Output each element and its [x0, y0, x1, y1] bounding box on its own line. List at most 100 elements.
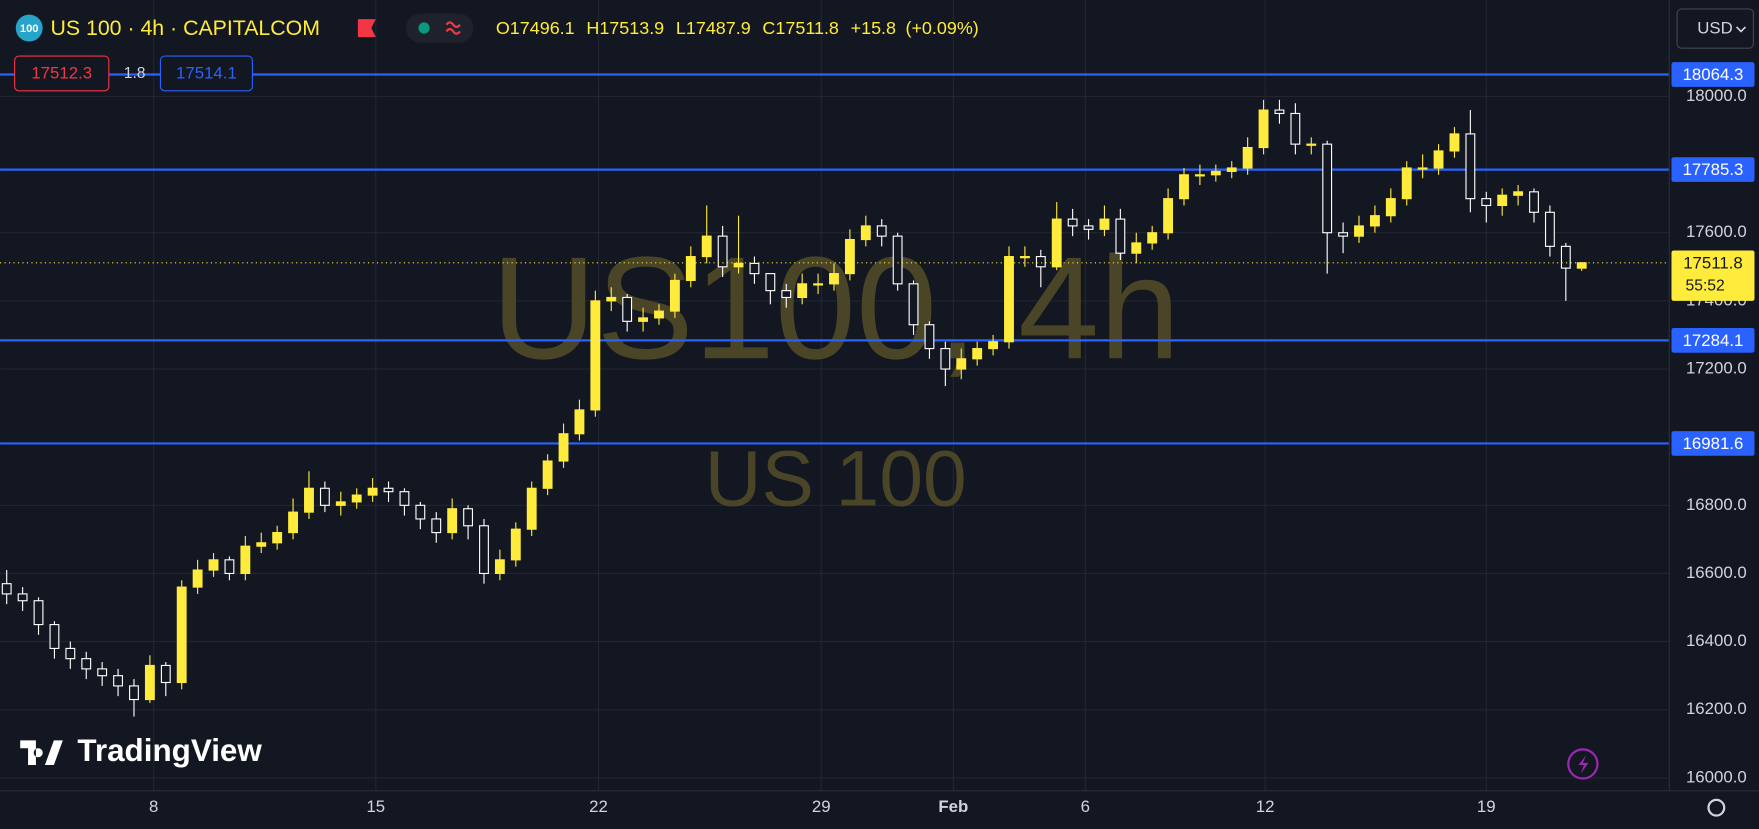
ohlc-change: +15.8: [851, 18, 896, 38]
candle-body: [606, 296, 617, 302]
watermark-sub: US 100: [705, 434, 967, 522]
candle-body: [415, 504, 426, 520]
candle-body: [1385, 198, 1396, 217]
symbol-badge-text: 100: [20, 23, 39, 35]
candle-body: [1354, 225, 1364, 237]
candle-body: [17, 593, 28, 602]
candle-body: [781, 290, 792, 299]
candle-body: [1035, 256, 1046, 268]
candle-body: [208, 559, 219, 571]
candle-body: [129, 685, 139, 701]
candle-body: [972, 348, 983, 360]
candle-body: [1306, 143, 1317, 146]
level-label-bg: [1671, 157, 1755, 182]
dropdown-arrow: [1735, 26, 1747, 33]
candle-body: [1163, 198, 1174, 234]
candle-body: [685, 256, 696, 281]
ohlc-value: 17487.9: [686, 18, 751, 38]
candle-body: [510, 528, 521, 561]
candle-body: [1465, 133, 1476, 200]
candle-body: [335, 501, 346, 506]
settings-button[interactable]: [1707, 798, 1726, 817]
candle-body: [160, 664, 171, 684]
levels: [0, 73, 1670, 445]
candle-body: [1115, 218, 1126, 254]
candle-body: [33, 600, 44, 626]
y-tick-label: 17600.0: [1686, 222, 1747, 241]
grid: [0, 0, 1670, 791]
bar-countdown: 55:52: [1686, 277, 1725, 294]
candle-body: [813, 283, 824, 286]
buy-button[interactable]: [159, 55, 253, 92]
candle-body: [494, 559, 505, 575]
candle-body: [860, 225, 871, 241]
alert-button[interactable]: [1567, 748, 1599, 780]
x-tick-label: 12: [1256, 797, 1275, 816]
candle-body: [844, 238, 855, 275]
candle-body: [749, 262, 760, 275]
candle-body: [1258, 109, 1269, 149]
candle-body: [113, 675, 124, 687]
ohlc-value: 17496.1: [510, 18, 575, 38]
status-wave: [445, 21, 461, 35]
candle-body: [1338, 232, 1349, 237]
candle-body: [574, 409, 585, 435]
symbol-badge: [15, 14, 43, 42]
y-tick-label: 16600.0: [1686, 563, 1747, 582]
candle-body: [1194, 174, 1205, 177]
candle-body: [272, 532, 283, 544]
candle-body: [1179, 174, 1189, 200]
ask-price: 17514.1: [176, 63, 237, 82]
y-tick-label: 17200.0: [1686, 358, 1747, 377]
level-label-bg: [1671, 328, 1755, 353]
watermark: US100, 4h: [491, 226, 1180, 389]
candle-body: [288, 511, 299, 534]
candle-body: [701, 235, 712, 258]
candle-body: [176, 586, 187, 684]
candle-body: [304, 487, 314, 513]
axes: 16000.0 16200.0 16400.0 16600.0 16800.0 17200…: [149, 62, 1755, 816]
x-tick-label: 19: [1477, 797, 1496, 816]
x-tick-label: 8: [149, 797, 158, 816]
candle-body: [447, 508, 458, 534]
candle-body: [1019, 256, 1030, 259]
candle-body: [1481, 198, 1492, 207]
candle-body: [1560, 245, 1571, 269]
ohlc-value: 17511.8: [775, 18, 839, 38]
flag-icon[interactable]: [357, 19, 376, 38]
currency-dropdown[interactable]: [1676, 8, 1754, 49]
candle-body: [988, 341, 999, 350]
last-price-label-bg: [1671, 250, 1755, 301]
alert-icon: [1578, 754, 1589, 775]
sell-button[interactable]: [14, 55, 110, 92]
chart-title[interactable]: US 100 · 4h · CAPITALCOM: [51, 16, 320, 40]
candle-body: [1274, 109, 1285, 115]
candle-body: [1369, 215, 1380, 227]
candle-body: [1131, 242, 1142, 254]
candle-body: [542, 460, 553, 489]
candle-body: [558, 433, 569, 462]
currency-label: USD: [1697, 19, 1733, 38]
logo-text[interactable]: TradingView: [77, 733, 262, 768]
candles: [0, 99, 1670, 717]
candle-body: [1290, 112, 1301, 145]
candle-body: [1576, 262, 1587, 269]
candle-body: [1322, 143, 1333, 234]
x-tick-label: Feb: [938, 797, 968, 816]
candle-body: [1083, 225, 1094, 230]
x-tick-label: 22: [589, 797, 608, 816]
candle-body: [1099, 218, 1110, 230]
candle-body: [908, 283, 919, 326]
ohlc-letter: O: [496, 18, 510, 38]
candle-body: [956, 358, 967, 370]
candle-body: [431, 518, 442, 534]
spread: 1.8: [124, 65, 146, 82]
candle-body: [97, 668, 108, 677]
status-pill[interactable]: [406, 13, 474, 43]
level-label: 16981.6: [1683, 434, 1744, 453]
candle-body: [1147, 232, 1158, 244]
candle-body: [1433, 150, 1444, 169]
